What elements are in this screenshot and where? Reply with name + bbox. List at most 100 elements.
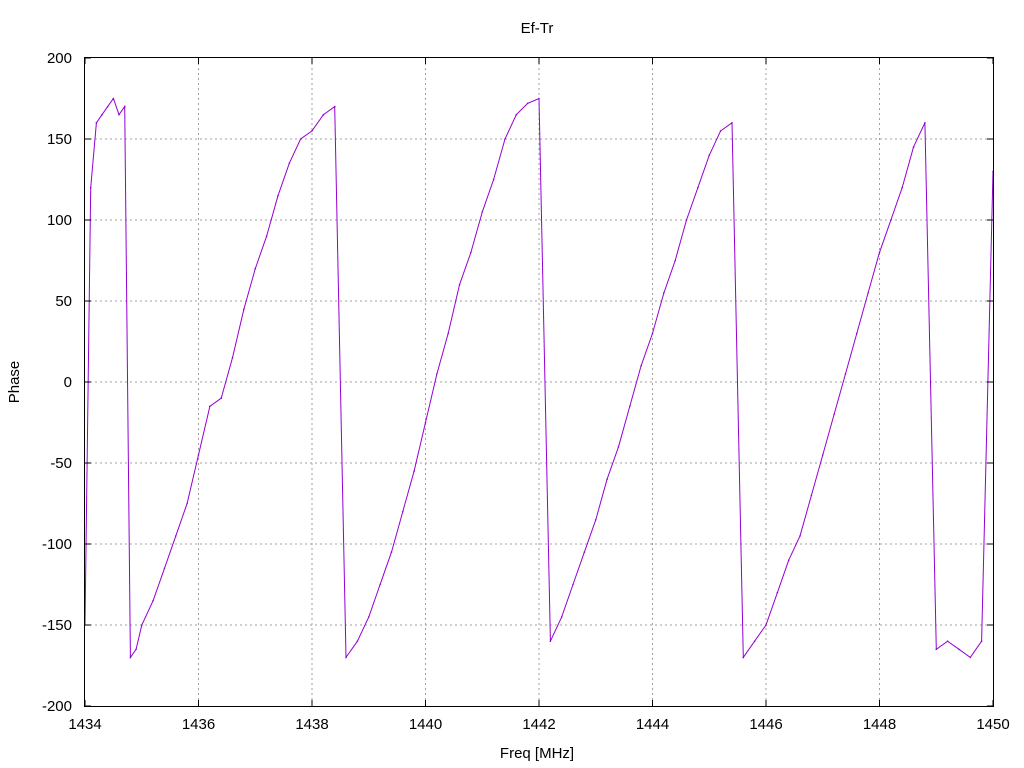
data-point (390, 551, 393, 553)
data-point (470, 251, 472, 254)
data-point (685, 219, 688, 221)
data-point (629, 405, 631, 408)
x-tick-label: 1450 (976, 716, 1009, 733)
data-point (583, 551, 586, 553)
y-tick-label: 0 (64, 374, 72, 391)
x-tick-label: 1434 (68, 716, 101, 733)
data-point (135, 648, 137, 651)
data-point (481, 211, 484, 213)
data-point (776, 591, 779, 594)
data-point (175, 535, 177, 537)
data-point (753, 640, 756, 642)
data-point (367, 616, 370, 618)
data-point (356, 640, 359, 642)
data-point (265, 235, 268, 237)
data-point (538, 97, 540, 100)
data-point (617, 446, 620, 448)
y-tick-label: -200 (42, 698, 72, 715)
data-point (765, 624, 767, 626)
data-point (731, 122, 733, 124)
data-point (436, 373, 438, 375)
data-point (95, 122, 98, 124)
data-point (379, 583, 381, 586)
data-point (186, 502, 188, 505)
data-point (572, 583, 574, 586)
x-tick-label: 1446 (749, 716, 782, 733)
data-point (708, 154, 711, 156)
data-point (424, 421, 427, 424)
data-point (515, 113, 518, 116)
data-point (106, 105, 109, 108)
y-tick-label: -150 (42, 617, 72, 634)
data-point (890, 219, 892, 221)
x-tick-label: 1440 (409, 716, 442, 733)
data-point (458, 284, 461, 286)
data-point (152, 599, 154, 602)
data-point (163, 567, 166, 570)
data-point (844, 373, 847, 375)
data-point (560, 616, 563, 618)
data-point (402, 510, 404, 513)
data-point (322, 113, 325, 116)
data-point (277, 194, 279, 197)
x-tick-label: 1444 (636, 716, 669, 733)
data-point (821, 454, 824, 456)
x-axis-label: Freq [MHz] (500, 745, 574, 762)
y-tick-label: -100 (42, 536, 72, 553)
y-tick-label: 100 (47, 212, 72, 229)
data-point (810, 494, 813, 497)
data-point (594, 518, 597, 521)
data-point (345, 656, 347, 659)
data-point (901, 186, 903, 189)
data-point (504, 138, 506, 140)
data-point (912, 146, 915, 148)
data-point (299, 138, 302, 140)
data-point (288, 162, 291, 165)
data-point (946, 640, 949, 642)
data-point (742, 656, 745, 659)
data-point (980, 640, 983, 642)
y-tick-label: 50 (55, 293, 72, 310)
data-point (651, 332, 654, 335)
data-point (924, 122, 926, 124)
x-tick-label: 1438 (295, 716, 328, 733)
data-point (958, 648, 960, 651)
data-point (254, 267, 257, 270)
data-point (118, 113, 120, 116)
y-tick-label: -50 (50, 455, 72, 472)
data-point (129, 656, 132, 659)
data-point (856, 332, 858, 335)
x-tick-label: 1448 (863, 716, 896, 733)
plot-frame (84, 57, 994, 707)
data-point (123, 105, 126, 108)
data-point (413, 470, 415, 472)
data-point (492, 178, 495, 181)
data-point (878, 251, 881, 254)
data-point (220, 397, 222, 400)
data-point (333, 105, 336, 108)
data-point (112, 97, 115, 100)
data-point (719, 130, 722, 132)
x-tick-label: 1442 (522, 716, 555, 733)
data-point (697, 186, 699, 189)
data-point (447, 332, 450, 335)
y-axis-label: Phase (6, 361, 23, 404)
data-point (787, 559, 790, 561)
data-point (101, 113, 103, 116)
data-point (311, 130, 313, 132)
data-point (867, 292, 869, 294)
chart-title: Ef-Tr (521, 20, 554, 37)
y-tick-label: 150 (47, 131, 72, 148)
data-point (209, 405, 211, 408)
data-point (197, 454, 200, 456)
data-point (140, 624, 143, 626)
data-point (231, 356, 234, 359)
data-point (89, 186, 92, 189)
data-point (663, 292, 665, 294)
series-layer (84, 97, 994, 659)
data-point (799, 535, 801, 537)
ticks: 1434 1436 1438 1440 1442 1444 1446 1448 1450 200 1… (42, 50, 1010, 733)
y-tick-label: 200 (47, 50, 72, 67)
data-point (243, 308, 245, 310)
